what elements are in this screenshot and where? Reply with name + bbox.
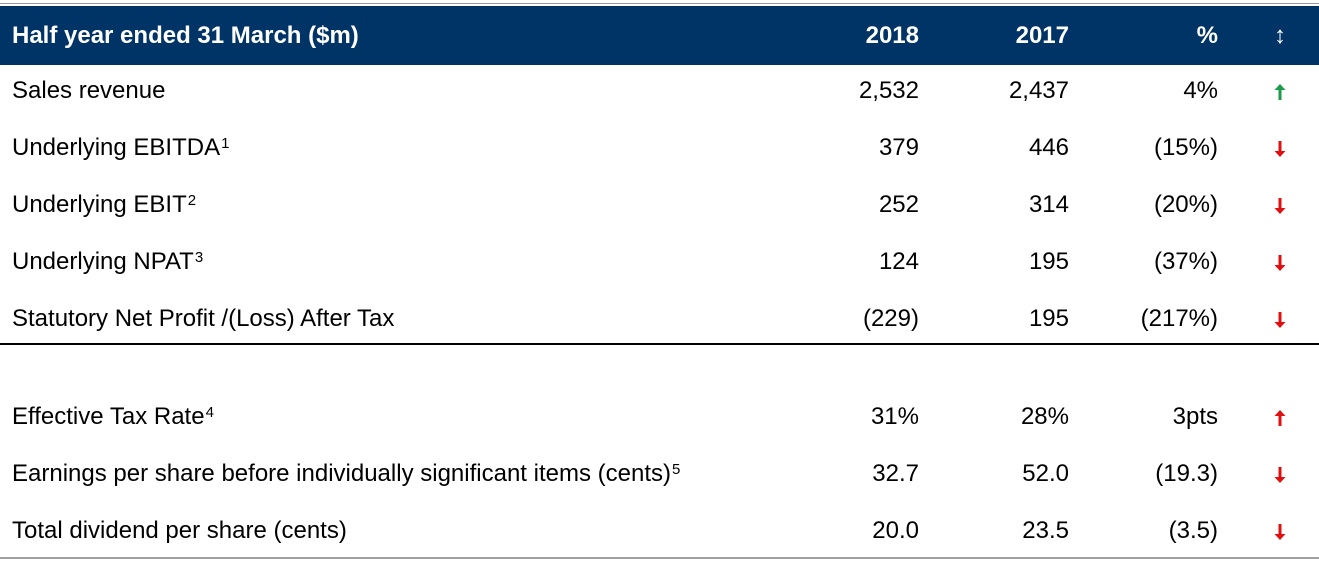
arrow-down-icon xyxy=(1268,134,1292,162)
row-label-text: Earnings per share before individually s… xyxy=(12,460,671,487)
arrow-down-icon xyxy=(1268,248,1292,276)
row-label-text: Total dividend per share (cents) xyxy=(12,517,347,544)
value-2017: 2,437 xyxy=(1008,77,1069,104)
value-2017: 314 xyxy=(1028,191,1069,218)
value-2017: 195 xyxy=(1028,248,1069,275)
section-divider xyxy=(0,343,1319,345)
header-title: Half year ended 31 March ($m) xyxy=(12,22,359,49)
table-row: Effective Tax Rate4 31% 28% 3pts xyxy=(0,397,1319,437)
value-2018: 32.7 xyxy=(872,460,919,487)
row-label-text: Underlying EBIT xyxy=(12,191,187,218)
value-percent: 4% xyxy=(1183,77,1218,104)
value-percent: (217%) xyxy=(1140,305,1218,332)
header-percent: % xyxy=(1196,22,1218,49)
value-2018: 2,532 xyxy=(858,77,919,104)
footnote-marker: 3 xyxy=(194,249,204,266)
arrow-down-icon xyxy=(1268,517,1292,545)
row-label-text: Underlying EBITDA xyxy=(12,134,221,161)
value-2017: 195 xyxy=(1028,305,1069,332)
footnote-marker: 5 xyxy=(671,461,681,478)
value-percent: (15%) xyxy=(1153,134,1218,161)
row-label: Statutory Net Profit /(Loss) After Tax xyxy=(12,305,394,333)
arrow-down-icon xyxy=(1268,460,1292,488)
arrow-down-icon xyxy=(1268,191,1292,219)
arrow-up-icon xyxy=(1268,403,1292,431)
table-row: Statutory Net Profit /(Loss) After Tax (2… xyxy=(0,299,1319,339)
row-label-text: Statutory Net Profit /(Loss) After Tax xyxy=(12,305,395,332)
value-percent: (3.5) xyxy=(1168,517,1218,544)
header-2017: 2017 xyxy=(1015,22,1069,49)
row-label: Effective Tax Rate4 xyxy=(12,403,214,431)
value-2018: (229) xyxy=(862,305,919,332)
value-2018: 252 xyxy=(878,191,919,218)
value-percent: (19.3) xyxy=(1155,460,1218,487)
value-percent: 3pts xyxy=(1172,403,1218,430)
arrow-up-icon xyxy=(1268,77,1292,105)
table-row: Earnings per share before individually s… xyxy=(0,454,1319,494)
value-2018: 31% xyxy=(870,403,919,430)
footnote-marker: 1 xyxy=(221,135,230,152)
arrow-down-icon xyxy=(1268,305,1292,333)
header-2018: 2018 xyxy=(865,22,919,49)
row-label: Underlying EBITDA1 xyxy=(12,134,229,162)
row-label: Underlying NPAT3 xyxy=(12,248,203,276)
row-label: Earnings per share before individually s… xyxy=(12,460,680,488)
value-2018: 20.0 xyxy=(872,517,919,544)
value-2018: 379 xyxy=(878,134,919,161)
table-row: Underlying EBITDA1 379 446 (15%) xyxy=(0,128,1319,168)
value-2017: 28% xyxy=(1020,403,1069,430)
value-2017: 52.0 xyxy=(1022,460,1069,487)
table-row: Underlying EBIT2 252 314 (20%) xyxy=(0,185,1319,225)
row-label: Total dividend per share (cents) xyxy=(12,517,347,545)
footnote-marker: 4 xyxy=(205,404,214,421)
value-2018: 124 xyxy=(878,248,919,275)
row-label: Sales revenue xyxy=(12,77,165,105)
value-2017: 23.5 xyxy=(1022,517,1069,544)
row-label-text: Underlying NPAT xyxy=(12,248,194,275)
row-label: Underlying EBIT2 xyxy=(12,191,196,219)
header-updown-icon: ↕ xyxy=(1274,22,1286,49)
bottom-rule xyxy=(0,557,1319,559)
table-row: Total dividend per share (cents) 20.0 23.5… xyxy=(0,511,1319,551)
row-label-text: Effective Tax Rate xyxy=(12,403,205,430)
table-header: Half year ended 31 March ($m) 2018 2017 … xyxy=(0,6,1319,65)
table-row: Sales revenue 2,532 2,437 4% xyxy=(0,71,1319,111)
footnote-marker: 2 xyxy=(187,192,197,209)
table-row: Underlying NPAT3 124 195 (37%) xyxy=(0,242,1319,282)
value-percent: (20%) xyxy=(1153,191,1218,218)
top-rule xyxy=(0,3,1319,4)
value-2017: 446 xyxy=(1028,134,1069,161)
row-label-text: Sales revenue xyxy=(12,77,166,104)
value-percent: (37%) xyxy=(1153,248,1218,275)
